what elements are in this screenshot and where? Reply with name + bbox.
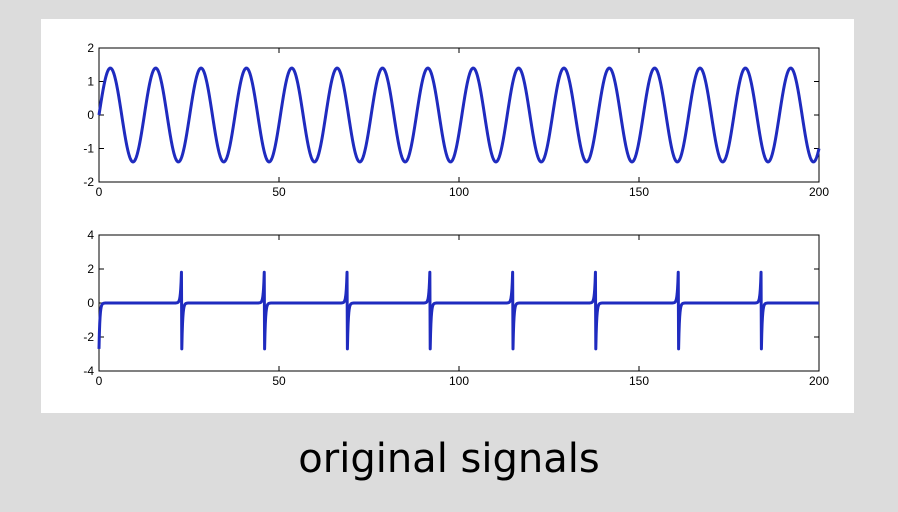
- y-tick-label: -1: [83, 142, 94, 156]
- subplot-2: 0 50 100 150 200 4 2 0 -2 -4: [83, 228, 829, 388]
- y-tick-label: 2: [87, 41, 94, 55]
- caption: original signals: [298, 436, 600, 482]
- x-tick-label: 50: [272, 374, 286, 388]
- y-tick-label: -4: [83, 364, 94, 378]
- y-tick-label: 1: [87, 75, 94, 89]
- x-tick-label: 100: [449, 374, 469, 388]
- x-tick-label: 150: [629, 185, 649, 199]
- subplot-1: 0 50 100 150 200 2 1 0 -1 -2: [83, 41, 829, 199]
- x-tick-label: 100: [449, 185, 469, 199]
- x-tick-label: 50: [272, 185, 286, 199]
- x-tick-label: 200: [809, 185, 829, 199]
- series-line-2-1: [97, 270, 821, 351]
- x-tick-label: 150: [629, 374, 649, 388]
- y-tick-label: 0: [87, 108, 94, 122]
- y-tick-label: 2: [87, 262, 94, 276]
- x-tick-label: 0: [96, 185, 103, 199]
- y-tick-label: 0: [87, 296, 94, 310]
- series-line-1-1: [97, 66, 821, 164]
- x-tick-label: 0: [96, 374, 103, 388]
- y-tick-label: -2: [83, 175, 94, 189]
- figure-panel: 0 50 100 150 200 2 1 0 -1 -2 0 50 100 150 200 4 2 0 -2 -4: [41, 19, 854, 413]
- x-tick-label: 200: [809, 374, 829, 388]
- y-tick-label: -2: [83, 330, 94, 344]
- y-tick-label: 4: [87, 228, 94, 242]
